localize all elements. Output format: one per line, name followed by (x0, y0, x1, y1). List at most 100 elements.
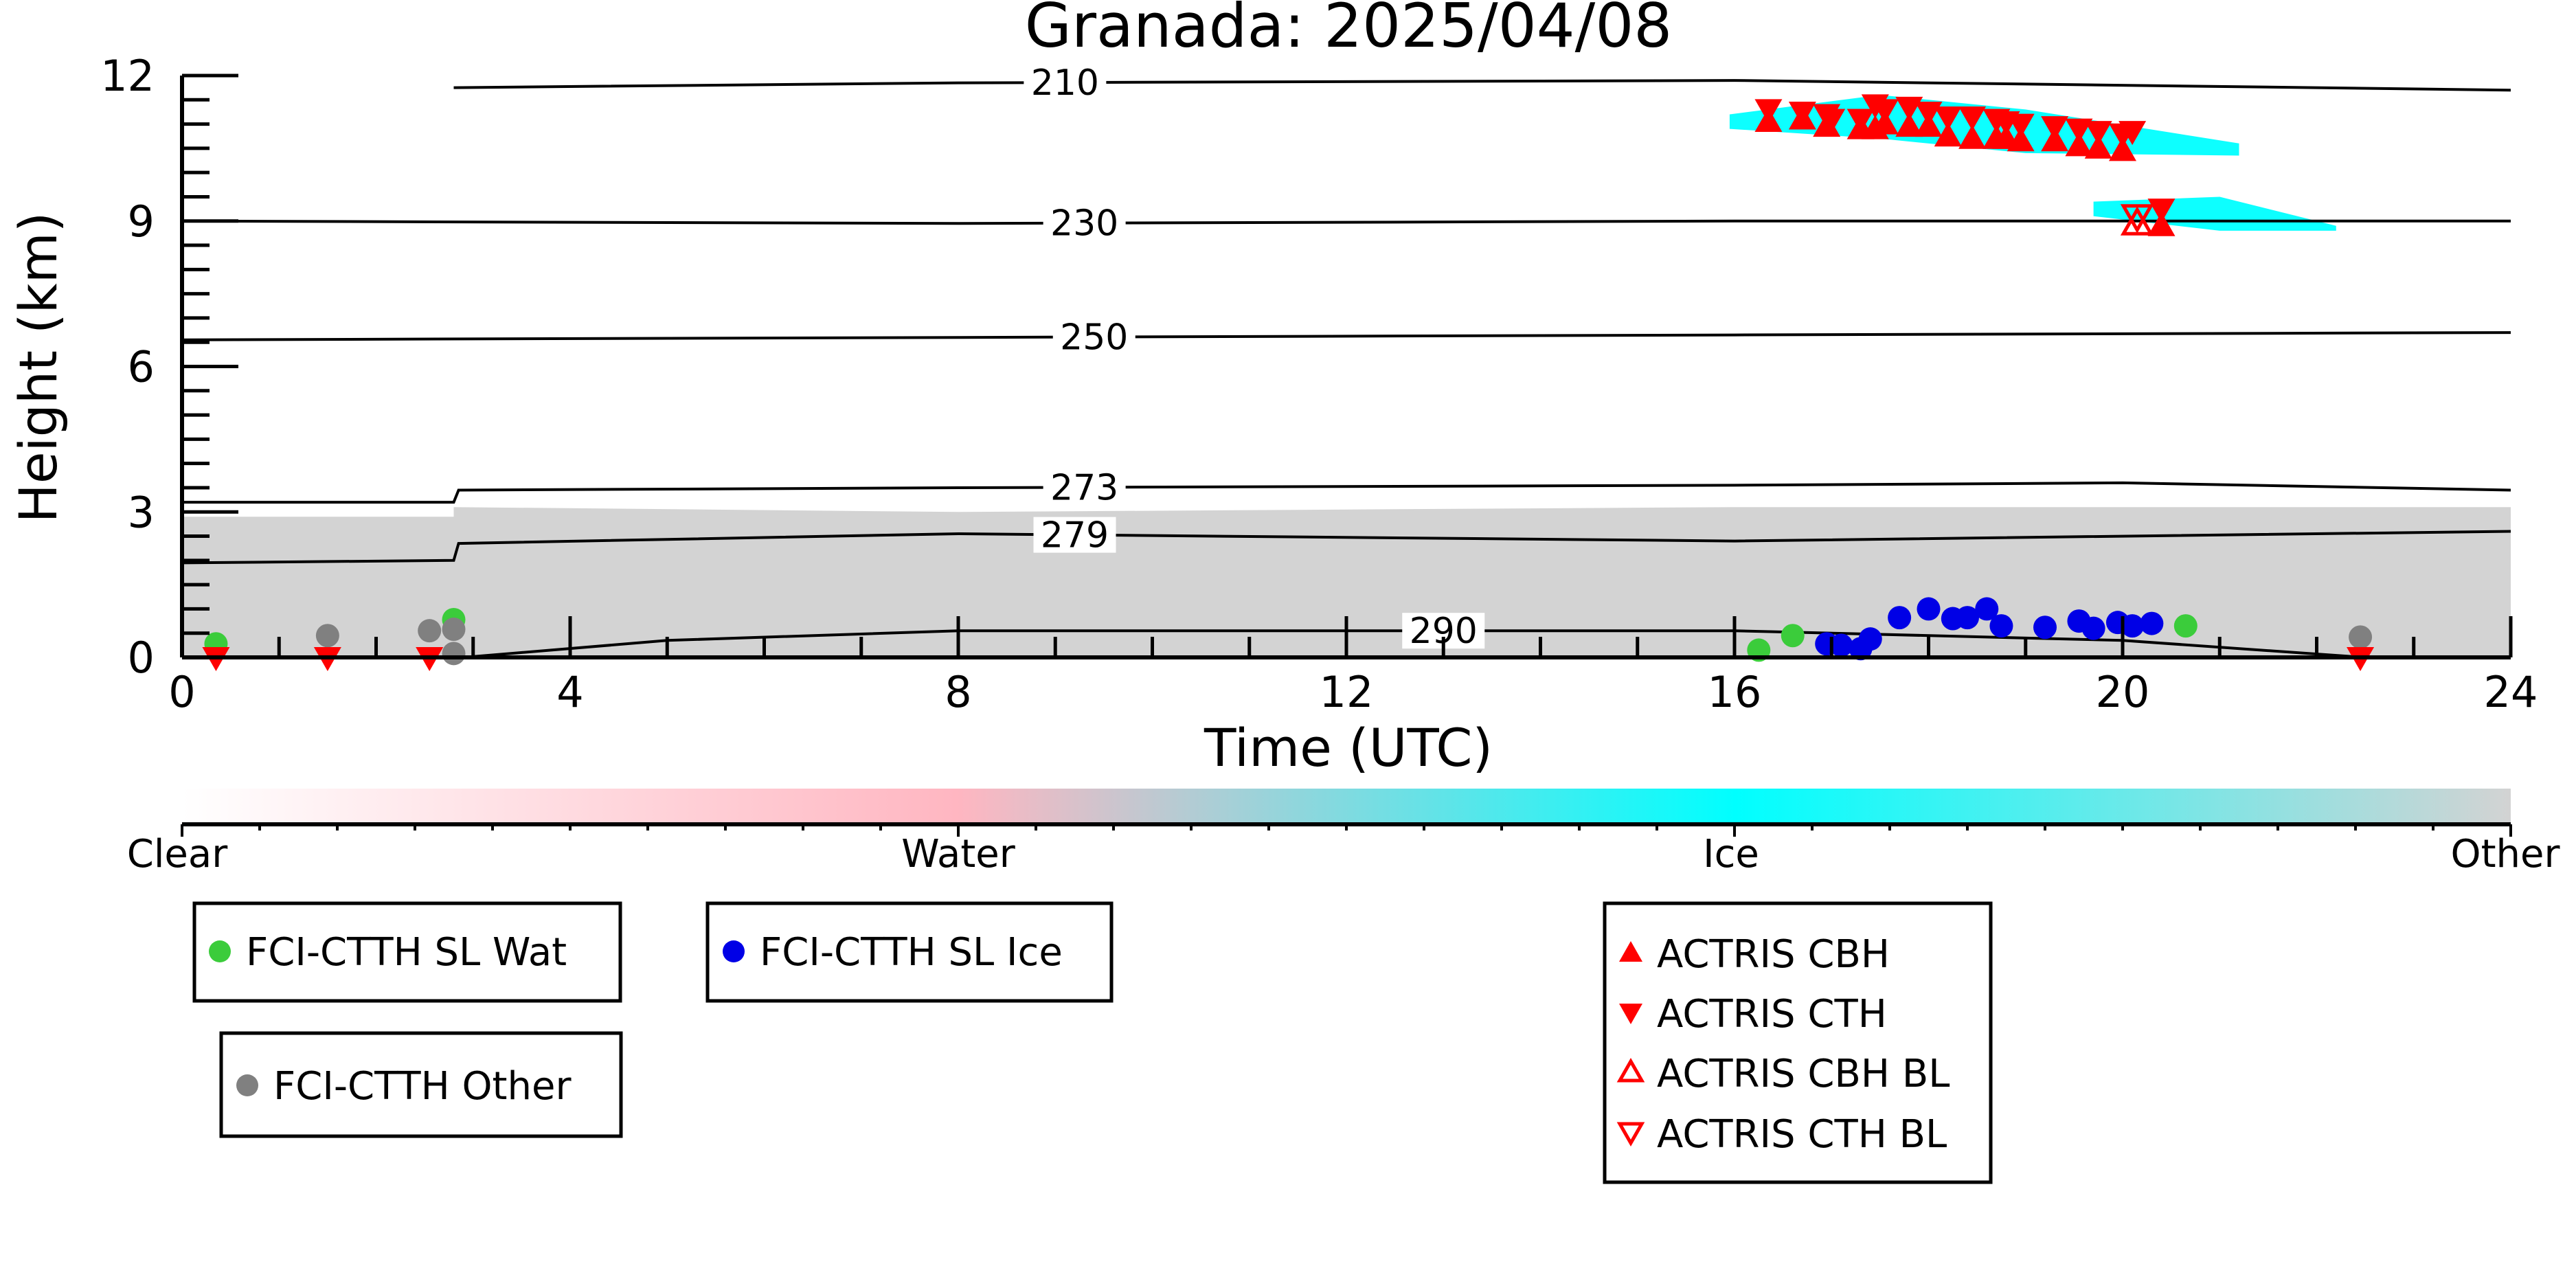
x-tick-label-12: 12 (1320, 667, 1374, 717)
x-axis-label: Time (UTC) (1204, 717, 1493, 778)
fci-ctth-sl-ice-marker (1917, 597, 1941, 621)
colorbar-label-other: Other (2450, 832, 2560, 877)
isotherm-210-label: 210 (1031, 63, 1099, 104)
legend-label-actris-cbh-bl: ACTRIS CBH BL (1657, 1052, 1950, 1096)
fci-ctth-sl-ice-marker (2140, 611, 2164, 635)
isotherm-210-label-bg (1024, 65, 1107, 101)
legend-marker-cth-bl-triangle-down-open (1616, 1122, 1645, 1147)
isotherm-279-label-bg (1033, 517, 1116, 553)
actris-cth-marker (1846, 109, 1875, 133)
isotherm-210-line (453, 79, 2511, 92)
y-tick-label-3: 3 (128, 487, 155, 537)
actris-cth-marker (1754, 99, 1783, 124)
fci-ctth-other-marker (442, 642, 466, 666)
fci-ctth-sl-ice-marker (1956, 606, 1979, 630)
fci-ctth-sl-ice-marker (2081, 616, 2105, 640)
chart-title: Granada: 2025/04/08 (1025, 0, 1673, 61)
legend-label-actris-cth-bl: ACTRIS CTH BL (1657, 1112, 1947, 1157)
legend-label-fci-sl-ice: FCI-CTTH SL Ice (760, 930, 1063, 975)
actris-cth-marker (2084, 121, 2112, 146)
x-tick-label-16: 16 (1708, 667, 1762, 717)
legend-fci-sl-wat: FCI-CTTH SL Wat (192, 901, 622, 1003)
isotherm-250-label-bg (1052, 319, 1136, 355)
retrieval-markers (202, 94, 2375, 671)
actris-cth-marker (2147, 199, 2176, 223)
fci-ctth-sl-ice-marker (1989, 614, 2013, 638)
legend-actris: ACTRIS CBH ACTRIS CTH ACTRIS CBH BL ACTR… (1603, 901, 1993, 1184)
colorbar-label-clear: Clear (127, 832, 228, 877)
isotherm-279-label: 279 (1041, 515, 1109, 556)
fci-ctth-other-marker (418, 619, 442, 643)
actris-cth-marker (2065, 118, 2093, 143)
actris-cth-marker (2041, 116, 2069, 141)
actris-cth-bl-marker (2120, 204, 2154, 234)
legend-label-fci-other: FCI-CTTH Other (273, 1064, 572, 1109)
cloud-regions (182, 95, 2511, 657)
legend-label-actris-cth: ACTRIS CTH (1657, 992, 1887, 1037)
y-tick-label-12: 12 (100, 51, 155, 101)
actris-cbh-marker (2147, 212, 2176, 236)
actris-cbh-marker (1895, 113, 1923, 137)
actris-cbh-marker (2109, 137, 2136, 161)
legend-marker-grey-circle (236, 1074, 258, 1096)
actris-cth-marker (1934, 106, 1962, 131)
isotherm-273-line (182, 481, 2511, 504)
actris-cth-marker (1788, 101, 1816, 126)
fci-ctth-sl-ice-marker (1829, 633, 1853, 657)
legend-marker-cth-triangle-down (1619, 1004, 1642, 1024)
fci-ctth-sl-wat-marker (1781, 624, 1805, 648)
isotherm-230-label: 230 (1050, 203, 1118, 245)
fci-ctth-sl-ice-marker (1858, 627, 1882, 651)
x-tick-label-24: 24 (2484, 667, 2538, 717)
colorbar-label-water: Water (901, 832, 1016, 877)
x-tick-label-8: 8 (945, 667, 971, 717)
isotherm-279-line (181, 530, 2511, 565)
fci-ctth-sl-ice-marker (1888, 606, 1912, 630)
y-axis-label: Height (km) (8, 212, 69, 523)
fci-ctth-sl-ice-marker (2121, 614, 2145, 638)
fci-ctth-sl-ice-marker (2033, 615, 2057, 640)
actris-cbh-marker (2084, 134, 2112, 159)
colorbar-ticks (181, 824, 2512, 837)
actris-cbh-marker (2007, 127, 2035, 152)
axes: 0 4 8 12 16 20 24 0 3 6 9 12 (100, 51, 2538, 717)
actris-cbh-marker (1934, 122, 1962, 147)
actris-cth-marker (1818, 109, 1846, 133)
legend-fci-other: FCI-CTTH Other (219, 1031, 623, 1138)
isotherm-250-line (181, 331, 2511, 341)
isotherm-230-label-bg (1043, 205, 1126, 241)
legend-marker-cbh-bl-triangle-up-open (1616, 1057, 1645, 1083)
y-tick-label-9: 9 (128, 196, 155, 247)
legend-marker-cbh-triangle-up (1619, 941, 1642, 962)
y-tick-label-0: 0 (128, 633, 155, 683)
fci-ctth-other-marker (2349, 625, 2373, 649)
isotherm-250-label: 250 (1060, 317, 1128, 359)
actris-cth-marker (1871, 99, 1899, 124)
colorbar-label-ice: Ice (1703, 832, 1759, 877)
legend-label-fci-sl-wat: FCI-CTTH SL Wat (246, 930, 567, 975)
legend-marker-green-circle (209, 940, 231, 962)
fci-ctth-other-marker (315, 624, 339, 648)
isotherm-273-label: 273 (1050, 467, 1118, 508)
legend-marker-blue-circle (723, 940, 745, 962)
fci-ctth-other-marker (442, 618, 466, 642)
x-tick-label-20: 20 (2096, 667, 2150, 717)
y-tick-label-6: 6 (128, 342, 155, 392)
x-tick-label-0: 0 (168, 667, 195, 717)
legend-fci-sl-ice: FCI-CTTH SL Ice (705, 901, 1114, 1003)
isotherm-230-line (181, 219, 2511, 225)
colorbar: Clear Water Ice Other (127, 789, 2560, 877)
isotherm-273-label-bg (1043, 469, 1126, 506)
x-tick-label-4: 4 (556, 667, 583, 717)
actris-cbh-marker (2065, 132, 2093, 157)
actris-cbh-bl-marker (2120, 206, 2154, 236)
fci-ctth-sl-ice-marker (1975, 597, 1999, 621)
actris-cth-marker (2007, 113, 2035, 138)
actris-cth-marker (1958, 106, 1987, 131)
fci-ctth-sl-wat-marker (2173, 614, 2197, 638)
legend-label-actris-cbh: ACTRIS CBH (1657, 932, 1890, 977)
actris-cth-marker (2119, 121, 2147, 146)
